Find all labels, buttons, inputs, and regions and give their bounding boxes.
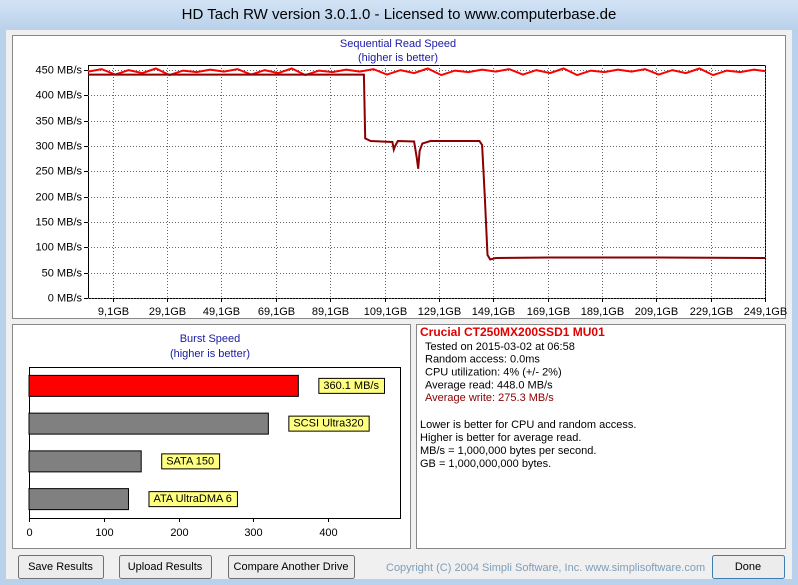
chart-title: Sequential Read Speed xyxy=(340,38,456,50)
y-tick-label: 0 MB/s xyxy=(48,292,83,304)
y-tick-label: 100 MB/s xyxy=(36,241,83,253)
info-line: Average write: 275.3 MB/s xyxy=(425,392,554,404)
bar-label-box xyxy=(148,491,238,508)
x-tick-label: 49,1GB xyxy=(203,306,240,318)
x-tick-label: 109,1GB xyxy=(364,306,407,318)
bar-label: ATA UltraDMA 6 xyxy=(153,493,231,505)
bar-label: SCSI Ultra320 xyxy=(293,418,363,430)
info-panel xyxy=(416,324,786,549)
x-tick-label: 0 xyxy=(26,527,32,539)
y-tick-label: 150 MB/s xyxy=(36,216,83,228)
title-bar xyxy=(0,0,798,30)
chart-subtitle: (higher is better) xyxy=(358,52,438,64)
bar-label: 360.1 MB/s xyxy=(323,380,379,392)
data-line xyxy=(88,73,766,261)
chart-title: Burst Speed xyxy=(180,333,241,345)
y-tick-label: 300 MB/s xyxy=(36,140,83,152)
info-note: MB/s = 1,000,000 bytes per second. xyxy=(420,445,596,457)
x-tick-label: 89,1GB xyxy=(312,306,349,318)
bar xyxy=(28,412,269,435)
button[interactable] xyxy=(119,555,212,579)
info-line: CPU utilization: 4% (+/- 2%) xyxy=(425,367,562,379)
x-tick-label: 100 xyxy=(95,527,113,539)
info-line: Average read: 448.0 MB/s xyxy=(425,379,553,391)
chart-subtitle: (higher is better) xyxy=(170,348,250,360)
data-line xyxy=(87,67,766,77)
window-title: HD Tach RW version 3.0.1.0 - Licensed to… xyxy=(182,6,617,23)
plot-area xyxy=(88,65,766,299)
y-tick-label: 200 MB/s xyxy=(36,191,83,203)
bar-label-box xyxy=(161,453,221,470)
y-tick-label: 450 MB/s xyxy=(36,64,83,76)
button-label[interactable]: Compare Another Drive xyxy=(234,561,349,573)
bar xyxy=(28,450,142,473)
x-tick-label: 29,1GB xyxy=(149,306,186,318)
y-tick-label: 350 MB/s xyxy=(36,115,83,127)
y-tick-label: 250 MB/s xyxy=(36,165,83,177)
x-tick-label: 400 xyxy=(319,527,337,539)
y-tick-label: 400 MB/s xyxy=(36,89,83,101)
bar-label-box xyxy=(318,377,385,394)
button[interactable] xyxy=(18,555,104,579)
x-tick-label: 129,1GB xyxy=(418,306,461,318)
x-tick-label: 249,1GB xyxy=(744,306,787,318)
bar xyxy=(28,374,299,397)
bar-label: SATA 150 xyxy=(166,455,214,467)
x-tick-label: 149,1GB xyxy=(472,306,515,318)
drive-name: Crucial CT250MX200SSD1 MU01 xyxy=(420,325,605,339)
bar-label-box xyxy=(288,415,370,432)
button-label[interactable]: Save Results xyxy=(28,561,93,573)
info-note: GB = 1,000,000,000 bytes. xyxy=(420,458,551,470)
button[interactable] xyxy=(712,555,785,579)
bar xyxy=(28,488,129,511)
x-tick-label: 69,1GB xyxy=(258,306,295,318)
copyright: Copyright (C) 2004 Simpli Software, Inc.… xyxy=(386,562,705,574)
x-tick-label: 9,1GB xyxy=(98,306,129,318)
x-tick-label: 300 xyxy=(244,527,262,539)
button-label[interactable]: Done xyxy=(735,561,761,573)
x-tick-label: 229,1GB xyxy=(690,306,733,318)
x-tick-label: 209,1GB xyxy=(635,306,678,318)
info-line: Tested on 2015-03-02 at 06:58 xyxy=(425,341,575,353)
x-tick-label: 169,1GB xyxy=(527,306,570,318)
info-note: Higher is better for average read. xyxy=(420,432,581,444)
button-label[interactable]: Upload Results xyxy=(128,561,203,573)
y-tick-label: 50 MB/s xyxy=(42,267,83,279)
button[interactable] xyxy=(228,555,355,579)
x-tick-label: 200 xyxy=(170,527,188,539)
info-note: Lower is better for CPU and random acces… xyxy=(420,419,636,431)
info-line: Random access: 0.0ms xyxy=(425,354,540,366)
x-tick-label: 189,1GB xyxy=(581,306,624,318)
